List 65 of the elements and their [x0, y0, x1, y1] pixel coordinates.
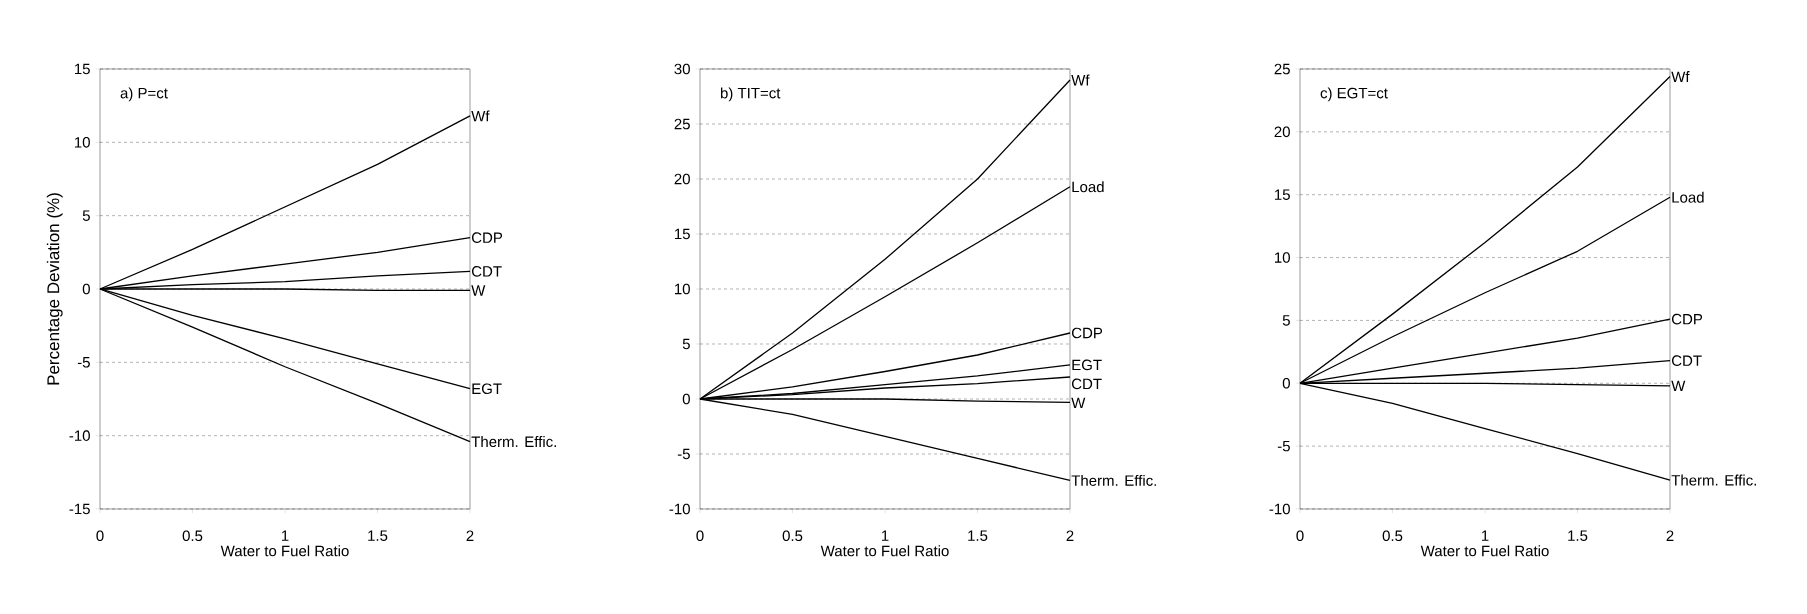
series-label: EGT: [1072, 359, 1102, 371]
y-tick-label: 15: [1275, 189, 1290, 200]
series-label: W: [471, 285, 486, 296]
series-label: EGT: [472, 383, 502, 395]
y-tick-label: 20: [1274, 126, 1290, 138]
x-tick-label: 1: [1481, 530, 1489, 541]
x-tick-label: 0: [696, 530, 704, 542]
series-label: Therm. Effic.: [471, 436, 556, 448]
y-tick-label: -5: [677, 448, 690, 460]
series-label: CDP: [1671, 313, 1703, 325]
series-label: Wf: [1071, 74, 1090, 86]
y-tick-label: -15: [69, 503, 90, 515]
y-tick-label: 5: [82, 210, 90, 221]
text: b) TIT=ct: [720, 87, 781, 102]
text: a) P=ct: [120, 87, 168, 102]
y-tick-label: -10: [1269, 503, 1290, 515]
y-tick-label: 0: [82, 283, 90, 295]
y-tick-label: -10: [669, 503, 690, 515]
x-tick-label: 1.5: [968, 530, 988, 541]
x-tick-label: 2: [466, 530, 474, 541]
series-label: CDP: [471, 232, 503, 243]
series-label: Load: [1672, 191, 1704, 203]
x-tick-label: 2: [1666, 530, 1674, 541]
series-label: CDP: [1071, 327, 1103, 339]
series-label: Therm. Effic.: [1671, 474, 1756, 486]
series-label: Wf: [471, 110, 490, 122]
y-tick-label: -10: [69, 430, 90, 441]
y-tick-label: 20: [674, 173, 690, 185]
y-tick-label: 30: [674, 63, 690, 75]
y-tick-label: 15: [75, 63, 90, 75]
y-tick-label: 0: [682, 393, 690, 405]
x-axis-title: Water to Fuel Ratio: [220, 545, 349, 557]
x-tick-label: 0: [1296, 530, 1304, 542]
y-axis-title: Percentage Deviation (%): [46, 193, 63, 385]
series-label: Load: [1072, 181, 1104, 193]
x-axis-title: Water to Fuel Ratio: [820, 545, 949, 557]
y-tick-label: 10: [1275, 252, 1290, 263]
series-label: Wf: [1671, 71, 1690, 82]
series-label: CDT: [471, 266, 502, 277]
y-tick-label: -5: [77, 357, 90, 368]
x-tick-label: 1.5: [1568, 530, 1588, 541]
y-tick-label: -5: [1277, 440, 1290, 452]
y-tick-label: 5: [682, 338, 690, 350]
x-axis-title: Water to Fuel Ratio: [1420, 545, 1549, 557]
series-label: W: [1671, 380, 1686, 391]
text: c) EGT=ct: [1320, 87, 1388, 102]
x-tick-label: 0.5: [1382, 530, 1403, 542]
series-label: CDT: [1071, 378, 1102, 390]
x-tick-label: 0.5: [182, 530, 203, 542]
y-tick-label: 10: [75, 137, 90, 148]
y-tick-label: 10: [675, 283, 690, 295]
x-tick-label: 1.5: [368, 530, 388, 541]
series-label: W: [1071, 397, 1086, 409]
y-tick-label: 25: [1274, 63, 1290, 75]
series-label: CDT: [1671, 355, 1702, 366]
y-tick-label: 15: [675, 228, 690, 240]
x-tick-label: 0.5: [782, 530, 803, 542]
y-tick-label: 5: [1282, 315, 1290, 326]
x-tick-label: 1: [881, 530, 889, 541]
x-tick-label: 2: [1066, 530, 1074, 541]
x-tick-label: 1: [281, 530, 289, 541]
y-tick-label: 0: [1282, 377, 1290, 389]
x-tick-label: 0: [96, 530, 104, 542]
series-label: Therm. Effic.: [1071, 474, 1156, 486]
y-tick-label: 25: [674, 118, 690, 130]
